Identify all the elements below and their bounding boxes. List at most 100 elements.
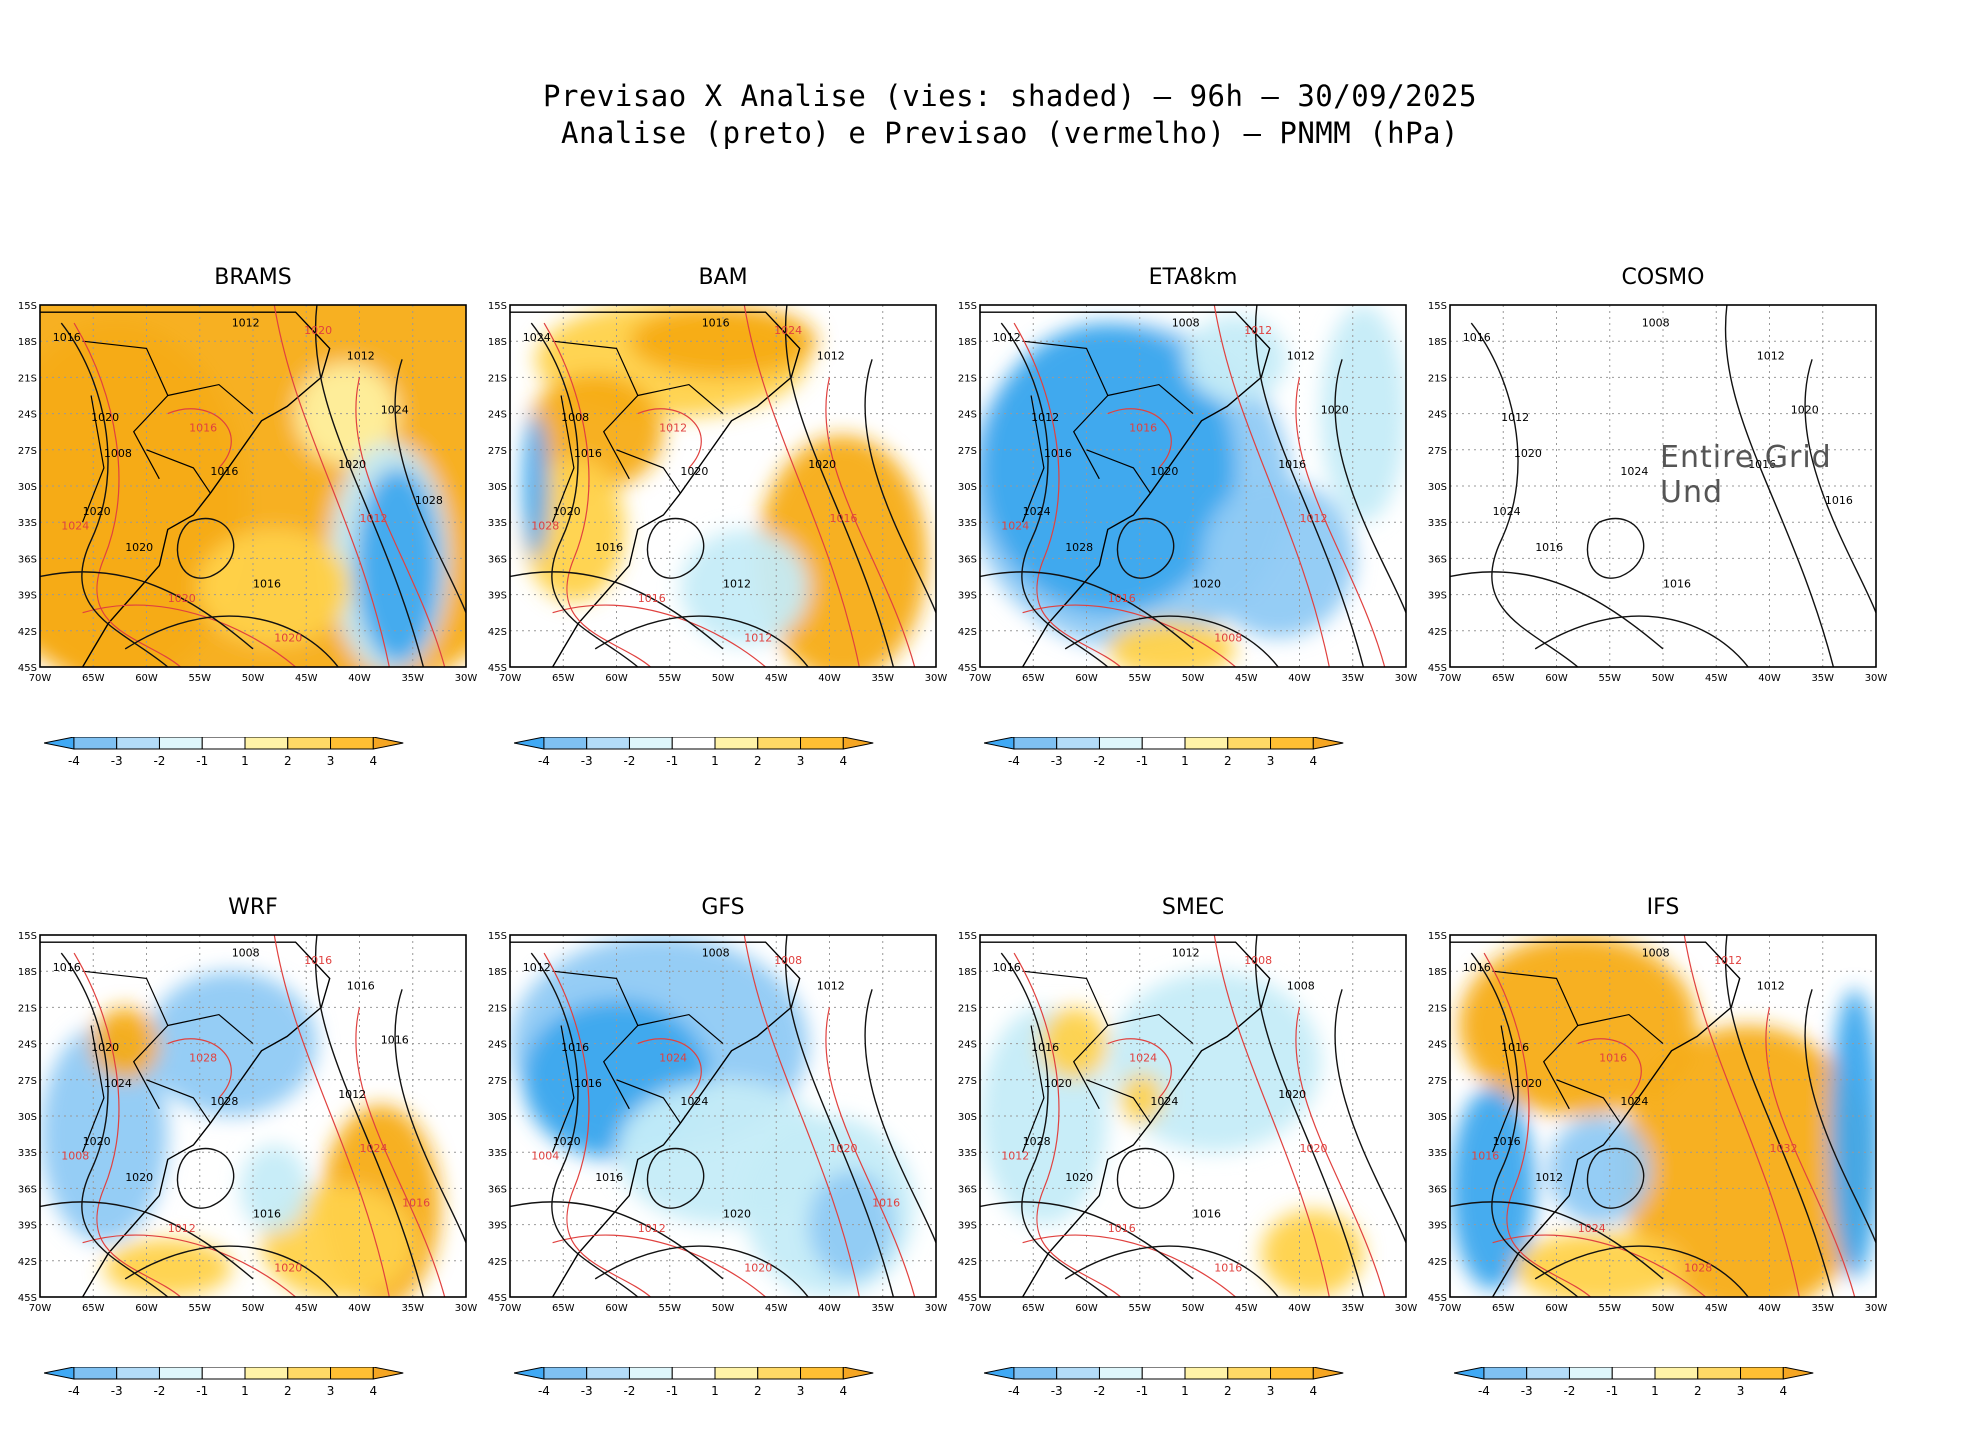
contour-label-analysis: 1016 [347, 979, 375, 992]
lat-tick-label: 27S [958, 1076, 977, 1087]
panel-title-wrf: WRF [228, 895, 278, 920]
lon-tick-label: 30W [455, 673, 478, 684]
colorbar-label: 1 [711, 1384, 719, 1398]
lat-tick-label: 36S [18, 1184, 37, 1195]
lon-tick-label: 50W [242, 1303, 265, 1314]
colorbar-label: -3 [111, 754, 123, 768]
lat-tick-label: 27S [958, 446, 977, 457]
lon-tick-label: 30W [1395, 1303, 1418, 1314]
panel-title-gfs: GFS [701, 895, 745, 920]
bias-region [1261, 1210, 1364, 1297]
colorbar-brams: -4 -3 -2 -1 1 2 3 4 [44, 737, 404, 768]
lat-tick-label: 15S [488, 301, 507, 312]
bias-region [1201, 478, 1355, 639]
contour-label-analysis: 1020 [91, 411, 119, 424]
lat-tick-label: 45S [1428, 1293, 1447, 1304]
contour-label-analysis: 1016 [1493, 1135, 1521, 1148]
lat-tick-label: 39S [18, 1221, 37, 1232]
map-brams: 1016 1012 1012 1020 1008 1016 1020 1020 1016 1020… [18, 301, 477, 684]
lon-tick-label: 50W [712, 1303, 735, 1314]
lat-tick-label: 39S [488, 1221, 507, 1232]
lon-tick-label: 45W [295, 1303, 318, 1314]
contour-label-analysis: 1016 [253, 1207, 281, 1220]
contour-label-analysis: 1020 [1514, 447, 1542, 460]
bias-region [1829, 989, 1876, 1279]
lon-tick-label: 35W [1811, 673, 1834, 684]
lat-tick-label: 42S [488, 627, 507, 638]
lon-tick-label: 50W [1182, 1303, 1205, 1314]
lat-tick-label: 42S [18, 627, 37, 638]
contour-label-analysis: 1016 [1501, 1041, 1529, 1054]
lon-tick-label: 70W [1439, 673, 1462, 684]
colorbar-label: 4 [839, 754, 847, 768]
colorbar-label: 3 [1737, 1384, 1745, 1398]
colorbar-label: 2 [1224, 754, 1232, 768]
colorbar-label: -3 [111, 1384, 123, 1398]
lat-tick-label: 27S [18, 1076, 37, 1087]
lat-tick-label: 30S [18, 1112, 37, 1123]
contour-label-analysis: 1020 [91, 1041, 119, 1054]
contour-label-analysis: 1016 [1044, 447, 1072, 460]
contour-label-analysis: 1024 [1620, 465, 1648, 478]
lat-tick-label: 21S [18, 1003, 37, 1014]
colorbar-label: 4 [369, 1384, 377, 1398]
lon-tick-label: 30W [455, 1303, 478, 1314]
contour-label-analysis: 1012 [523, 961, 551, 974]
lon-tick-label: 65W [1492, 673, 1515, 684]
colorbar-label: -2 [1093, 1384, 1105, 1398]
lat-tick-label: 36S [1428, 554, 1447, 565]
lat-tick-label: 33S [488, 518, 507, 529]
contour-label-forecast: 1012 [1300, 512, 1328, 525]
lat-tick-label: 24S [958, 410, 977, 421]
lat-tick-label: 21S [958, 1003, 977, 1014]
colorbar-label: -1 [1136, 754, 1148, 768]
contour-label-forecast: 1012 [1001, 1149, 1029, 1162]
colorbar-label: 4 [1779, 1384, 1787, 1398]
lat-tick-label: 21S [958, 373, 977, 384]
contour-label-analysis: 1012 [723, 577, 751, 590]
lat-tick-label: 33S [1428, 1148, 1447, 1159]
contour-label-forecast: 1016 [638, 592, 666, 605]
contour-label-analysis: 1016 [1463, 961, 1491, 974]
contour-label-forecast: 1012 [744, 632, 772, 645]
lon-tick-label: 55W [1128, 1303, 1151, 1314]
contour-label-analysis: 1016 [1031, 1041, 1059, 1054]
lat-tick-label: 30S [18, 482, 37, 493]
contour-label-analysis: 1020 [83, 1135, 111, 1148]
colorbar-label: -2 [1563, 1384, 1575, 1398]
contour-label-analysis: 1012 [1501, 411, 1529, 424]
bias-region [522, 457, 626, 602]
contour-label-analysis: 1016 [1748, 458, 1776, 471]
lon-tick-label: 60W [1545, 1303, 1568, 1314]
contour-label-analysis: 1020 [125, 1171, 153, 1184]
lat-tick-label: 36S [18, 554, 37, 565]
contour-label-analysis: 1024 [680, 1095, 708, 1108]
contour-label-analysis: 1016 [1535, 541, 1563, 554]
lat-tick-label: 42S [958, 627, 977, 638]
lat-tick-label: 45S [958, 663, 977, 674]
lon-tick-label: 55W [188, 673, 211, 684]
colorbar-label: 1 [1181, 754, 1189, 768]
contour-label-analysis: 1024 [104, 1077, 132, 1090]
lon-tick-label: 60W [605, 1303, 628, 1314]
contour-label-analysis: 1020 [553, 505, 581, 518]
contour-label-forecast: 1008 [1244, 954, 1272, 967]
lon-tick-label: 55W [1598, 1303, 1621, 1314]
colorbar-label: 1 [711, 754, 719, 768]
lat-tick-label: 18S [18, 967, 37, 978]
colorbar-label: -2 [153, 1384, 165, 1398]
lon-tick-label: 40W [818, 673, 841, 684]
colorbar-label: -3 [1051, 1384, 1063, 1398]
lat-tick-label: 42S [958, 1257, 977, 1268]
lat-tick-label: 27S [488, 446, 507, 457]
bias-region [1039, 1007, 1108, 1080]
colorbar-label: 3 [797, 1384, 805, 1398]
lat-tick-label: 36S [488, 554, 507, 565]
colorbar-label: -4 [538, 1384, 550, 1398]
contour-label-analysis: 1028 [415, 494, 443, 507]
title-line-1: Previsao X Analise (vies: shaded) — 96h … [543, 79, 1477, 113]
colorbar-label: -4 [1008, 1384, 1020, 1398]
colorbar-label: -2 [623, 754, 635, 768]
contour-label-forecast: 1032 [1770, 1142, 1798, 1155]
lon-tick-label: 30W [1865, 673, 1888, 684]
